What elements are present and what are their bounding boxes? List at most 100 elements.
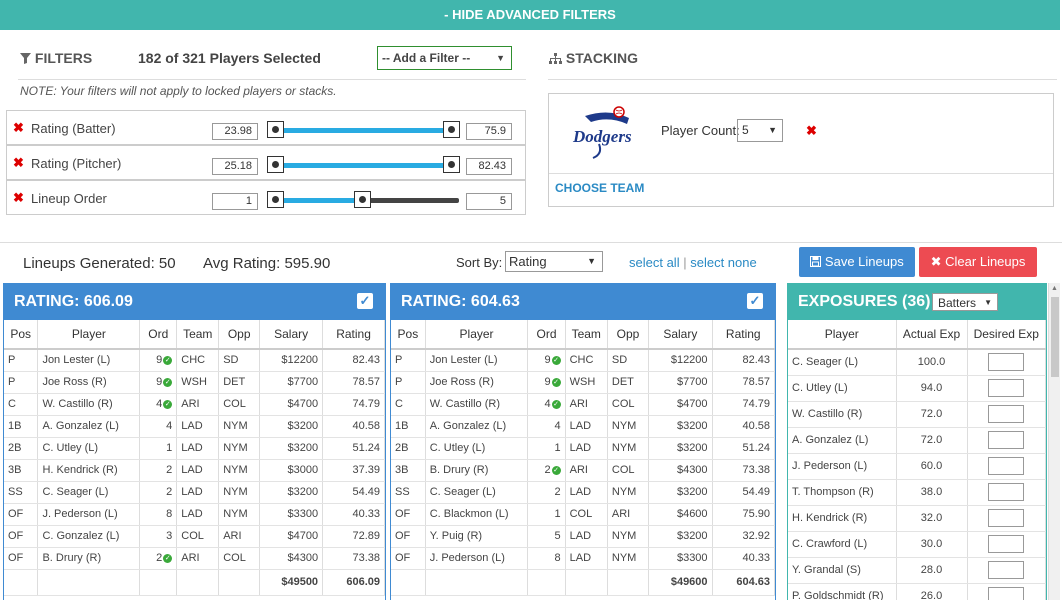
lineup-select-checkbox[interactable]: ✓ [747,293,763,309]
opp-cell: NYM [218,503,261,526]
hide-advanced-filters-bar[interactable]: - HIDE ADVANCED FILTERS [0,0,1060,30]
table-row[interactable]: 1B A. Gonzalez (L) 4 LAD NYM $3200 40.58 [4,415,385,438]
ord-cell: 4 ✓ [139,393,178,416]
ord-cell: 1 [527,437,566,460]
desired-exposure-input[interactable] [988,431,1025,449]
desired-exposure-input[interactable] [988,587,1025,600]
opp-cell-text: NYM [611,552,637,564]
salary-cell: $3200 [259,415,324,438]
opp-cell: NYM [218,481,261,504]
actual-exposure: 100.0 [896,349,968,376]
salary-cell: $4700 [259,525,324,548]
table-row[interactable]: C W. Castillo (R) 4 ✓ ARI COL $4700 74.79 [391,393,776,416]
rating-cell: 32.92 [712,525,776,548]
desired-exposure-input[interactable] [988,405,1025,423]
player-cell: J. Pederson (L) [37,503,141,526]
exposure-player: W. Castillo (R) [788,401,897,428]
table-row[interactable]: OF J. Pederson (L) 8 LAD NYM $3300 40.33 [4,503,385,526]
table-row[interactable]: OF J. Pederson (L) 8 LAD NYM $3300 40.33 [391,547,776,570]
col-header-actual-exp: Actual Exp [896,320,968,350]
rating-cell: 40.33 [322,503,385,526]
player-cell: H. Kendrick (R) [37,459,141,482]
scroll-up-icon[interactable]: ▲ [1051,285,1058,292]
sort-by-select[interactable]: Rating ▼ [505,251,603,272]
filter-max-input[interactable]: 5 [466,193,512,210]
filter-min-input[interactable]: 23.98 [212,123,258,140]
scrollbar-thumb[interactable] [1051,297,1059,377]
team-cell: LAD [565,547,608,570]
remove-filter-icon[interactable]: ✖ [13,190,24,205]
table-row[interactable]: P Joe Ross (R) 9 ✓ WSH DET $7700 78.57 [391,371,776,394]
clear-lineups-button[interactable]: ✖ Clear Lineups [919,247,1037,277]
slider-min-handle[interactable] [267,156,284,173]
lineup-rating-title: RATING: 604.63 [401,293,520,310]
slider-max-handle[interactable] [354,191,371,208]
table-row[interactable]: OF B. Drury (R) 2 ✓ ARI COL $4300 73.38 [4,547,385,570]
dropdown-arrow-icon: ▼ [496,53,505,63]
select-all-link[interactable]: select all [629,255,680,270]
add-filter-select[interactable]: -- Add a Filter -- ▼ [377,46,512,70]
desired-exposure-input[interactable] [988,509,1025,527]
team-cell-text: LAD [569,530,592,542]
table-row[interactable]: 2B C. Utley (L) 1 LAD NYM $3200 51.24 [4,437,385,460]
table-row[interactable]: P Jon Lester (L) 9 ✓ CHC SD $12200 82.43 [4,349,385,372]
desired-exposure-input[interactable] [988,353,1025,372]
salary-cell: $12200 [648,349,713,372]
pos-cell-text: 3B [395,464,409,476]
col-header-rating: Rating [712,320,776,350]
remove-stack-icon[interactable]: ✖ [806,123,817,138]
rating-cell-text: 37.39 [352,464,380,476]
filter-min-input[interactable]: 25.18 [212,158,258,175]
desired-exposure-input[interactable] [988,483,1025,501]
desired-exposure-input[interactable] [988,535,1025,553]
pos-cell: 1B [4,415,39,438]
table-row[interactable]: 1B A. Gonzalez (L) 4 LAD NYM $3200 40.58 [391,415,776,438]
table-row[interactable]: P Jon Lester (L) 9 ✓ CHC SD $12200 82.43 [391,349,776,372]
pos-cell: OF [4,547,39,570]
desired-exposure-input[interactable] [988,457,1025,475]
slider-max-handle[interactable] [443,156,460,173]
exposure-row: C. Seager (L) 100.0 [788,349,1046,376]
save-lineups-button[interactable]: Save Lineups [799,247,915,277]
select-none-link[interactable]: select none [690,255,757,270]
table-row[interactable]: 3B B. Drury (R) 2 ✓ ARI COL $4300 73.38 [391,459,776,482]
player-cell: Y. Puig (R) [425,525,529,548]
table-row[interactable]: P Joe Ross (R) 9 ✓ WSH DET $7700 78.57 [4,371,385,394]
desired-exposure-input[interactable] [988,561,1025,579]
desired-exposure-input[interactable] [988,379,1025,397]
table-row[interactable]: OF C. Blackmon (L) 1 COL ARI $4600 75.90 [391,503,776,526]
player-count-select[interactable]: 5 ▼ [737,119,783,142]
filter-min-input[interactable]: 1 [212,193,258,210]
player-cell-text: B. Drury (R) [429,464,489,476]
scrollbar[interactable]: ▲ [1048,283,1060,600]
lineup-select-checkbox[interactable]: ✓ [357,293,373,309]
opp-cell: NYM [607,525,650,548]
slider-max-handle[interactable] [443,121,460,138]
filter-max-input[interactable]: 75.9 [466,123,512,140]
table-row[interactable]: 2B C. Utley (L) 1 LAD NYM $3200 51.24 [391,437,776,460]
pos-cell: 3B [4,459,39,482]
totals-row: $49600 604.63 [391,569,776,596]
table-row[interactable]: SS C. Seager (L) 2 LAD NYM $3200 54.49 [4,481,385,504]
table-row[interactable]: OF C. Gonzalez (L) 3 COL ARI $4700 72.89 [4,525,385,548]
table-row[interactable]: C W. Castillo (R) 4 ✓ ARI COL $4700 74.79 [4,393,385,416]
rating-cell-text: 74.79 [352,398,380,410]
remove-filter-icon[interactable]: ✖ [13,120,24,135]
opp-cell: NYM [607,415,650,438]
col-header-salary: Salary [648,320,713,350]
filter-max-input[interactable]: 82.43 [466,158,512,175]
table-row[interactable]: SS C. Seager (L) 2 LAD NYM $3200 54.49 [391,481,776,504]
col-header-team: Team [176,320,220,350]
slider-min-handle[interactable] [267,121,284,138]
slider-min-handle[interactable] [267,191,284,208]
table-row[interactable]: 3B H. Kendrick (R) 2 LAD NYM $3000 37.39 [4,459,385,482]
team-cell-text: WSH [569,376,596,388]
pos-cell-text: SS [8,486,23,498]
choose-team-link[interactable]: CHOOSE TEAM [555,181,645,195]
player-cell-text: W. Castillo (R) [42,398,113,410]
ord-cell-text: 3 [166,530,173,542]
salary-cell-text: $4700 [676,398,708,410]
exposure-type-select[interactable]: Batters ▼ [932,293,998,311]
table-row[interactable]: OF Y. Puig (R) 5 LAD NYM $3200 32.92 [391,525,776,548]
remove-filter-icon[interactable]: ✖ [13,155,24,170]
